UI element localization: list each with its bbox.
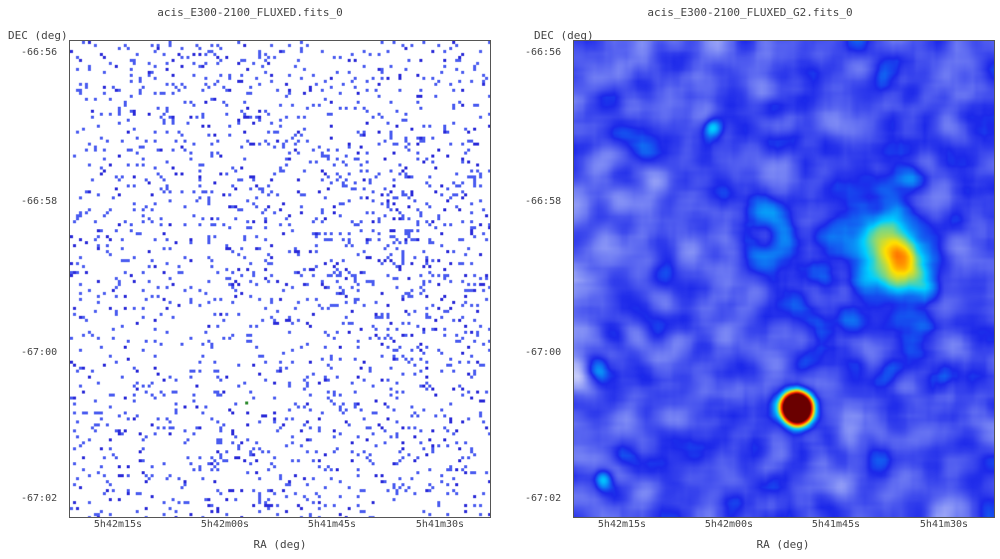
- raw-counts-image[interactable]: [70, 41, 490, 517]
- x-tick-label: 5h42m00s: [200, 519, 250, 530]
- x-tick-label: 5h42m15s: [93, 519, 143, 530]
- x-tick-label: 5h42m00s: [704, 519, 754, 530]
- x-axis-label: RA (deg): [253, 538, 307, 551]
- image-panel-right: acis_E300-2100_FLUXED_G2.fits_0 DEC (deg…: [500, 0, 1000, 559]
- x-tick-label: 5h41m45s: [811, 519, 861, 530]
- y-tick-label: -66:56: [21, 47, 58, 58]
- image-frame[interactable]: [573, 40, 995, 518]
- panel-title: acis_E300-2100_FLUXED_G2.fits_0: [647, 6, 853, 19]
- y-tick-label: -66:56: [525, 47, 562, 58]
- x-tick-label: 5h41m30s: [919, 519, 969, 530]
- y-axis-label: DEC (deg): [534, 29, 594, 42]
- y-tick-label: -67:02: [21, 493, 58, 504]
- image-frame[interactable]: [69, 40, 491, 518]
- y-tick-label: -66:58: [21, 196, 58, 207]
- image-panel-left: acis_E300-2100_FLUXED.fits_0 DEC (deg) -…: [8, 6, 491, 551]
- x-tick-label: 5h41m30s: [415, 519, 465, 530]
- panel-title: acis_E300-2100_FLUXED.fits_0: [157, 6, 343, 19]
- y-tick-label: -66:58: [525, 196, 562, 207]
- y-axis-label: DEC (deg): [8, 29, 68, 42]
- y-tick-label: -67:02: [525, 493, 562, 504]
- smoothed-image[interactable]: [574, 41, 994, 517]
- x-tick-label: 5h42m15s: [597, 519, 647, 530]
- y-tick-label: -67:00: [21, 347, 58, 358]
- y-tick-label: -67:00: [525, 347, 562, 358]
- x-axis-label: RA (deg): [756, 538, 810, 551]
- x-tick-label: 5h41m45s: [307, 519, 357, 530]
